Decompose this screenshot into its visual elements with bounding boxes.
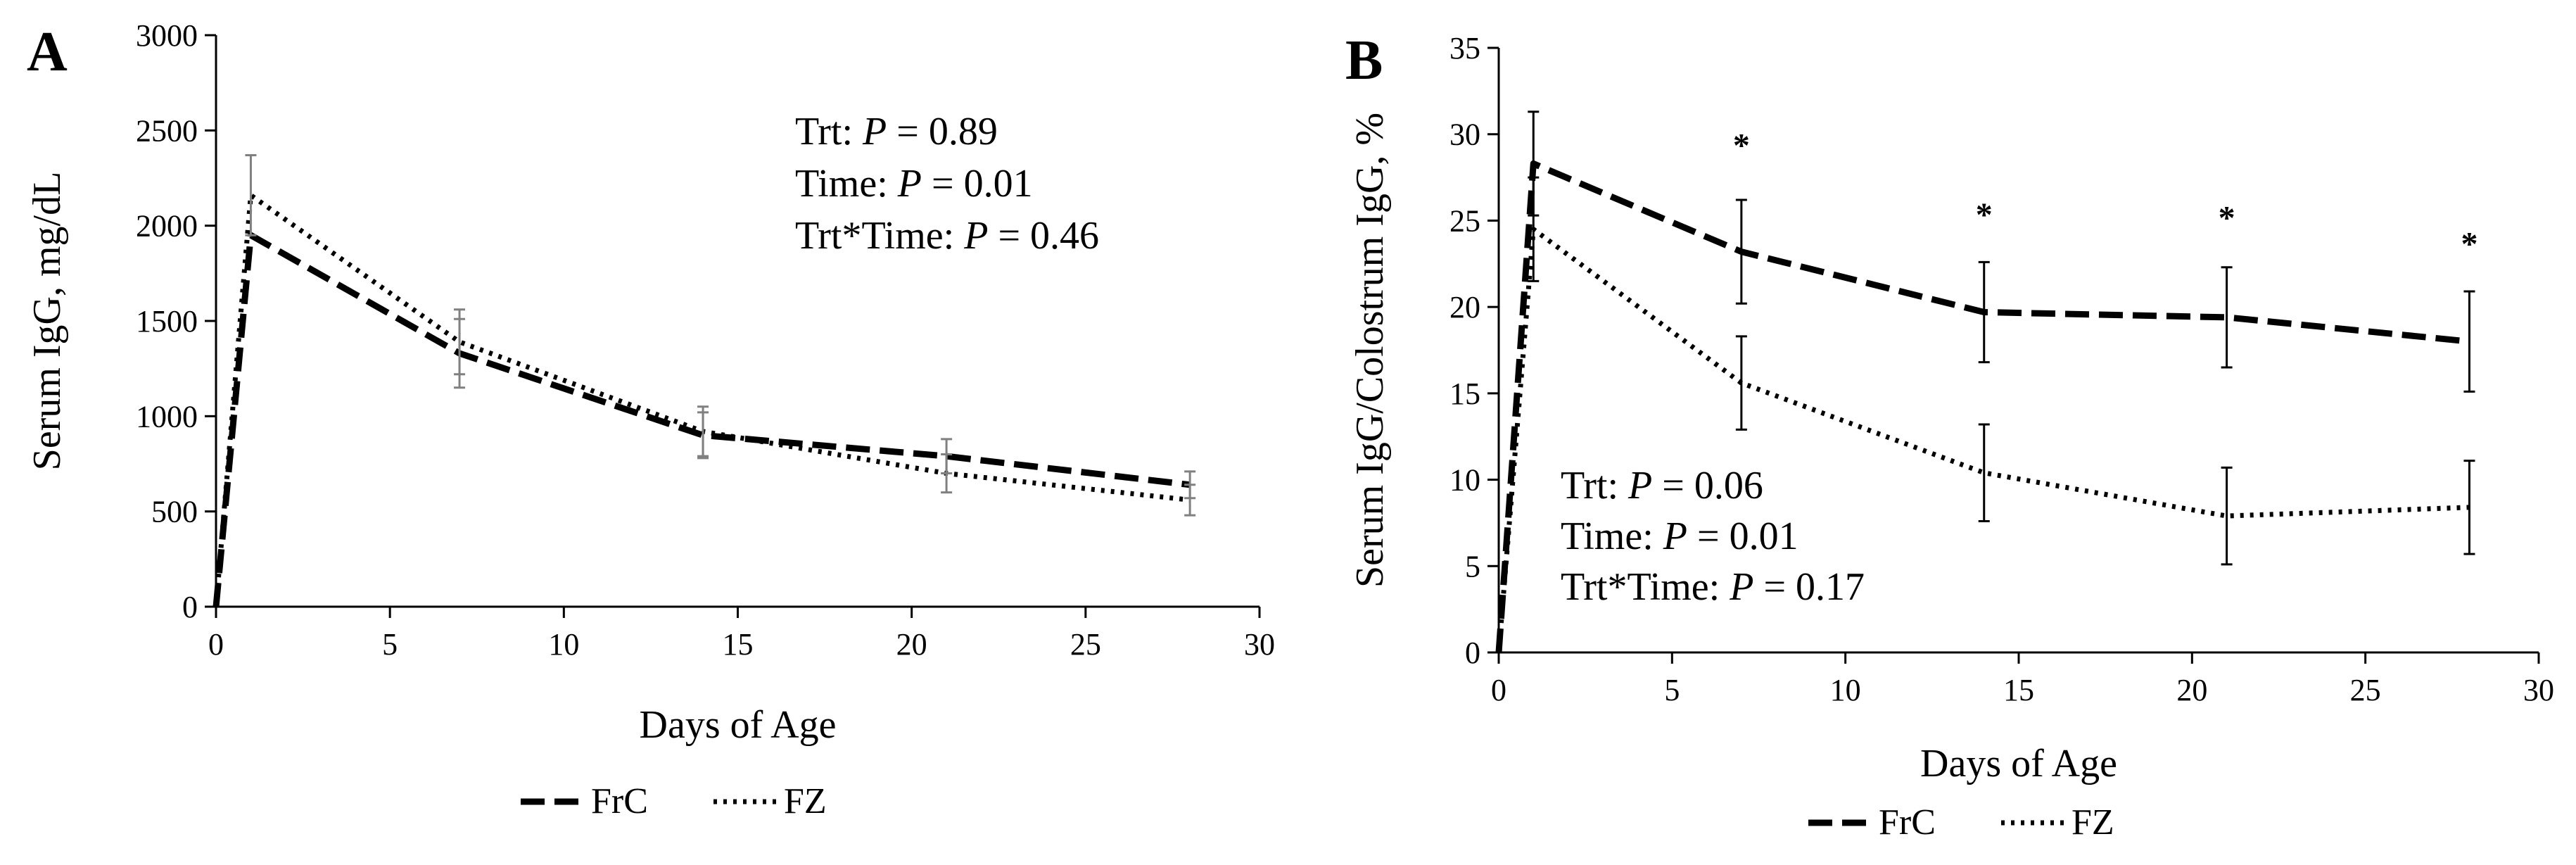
panel-label: A bbox=[27, 21, 68, 83]
significance-marker: * bbox=[1976, 196, 1993, 234]
stat-line: Trt: P = 0.89 bbox=[795, 110, 998, 153]
x-tick-label: 30 bbox=[2523, 673, 2554, 707]
stat-line: Trt*Time: P = 0.17 bbox=[1561, 565, 1865, 609]
y-tick-label: 15 bbox=[1449, 377, 1480, 411]
y-tick-label: 500 bbox=[151, 495, 198, 529]
x-tick-label: 5 bbox=[382, 627, 398, 662]
y-tick-label: 2000 bbox=[136, 209, 198, 244]
y-tick-label: 1000 bbox=[136, 399, 198, 434]
x-tick-label: 10 bbox=[1830, 673, 1861, 707]
y-tick-label: 35 bbox=[1449, 31, 1480, 65]
x-tick-label: 25 bbox=[2350, 673, 2381, 707]
legend-label-frc: FrC bbox=[591, 781, 648, 821]
x-tick-label: 20 bbox=[2176, 673, 2207, 707]
x-tick-label: 30 bbox=[1244, 627, 1275, 662]
y-tick-label: 3000 bbox=[136, 18, 198, 53]
x-axis-title: Days of Age bbox=[1920, 742, 2117, 785]
error-bar-fz bbox=[2463, 460, 2475, 555]
x-tick-label: 10 bbox=[548, 627, 579, 662]
significance-marker: * bbox=[2461, 226, 2477, 263]
x-tick-label: 5 bbox=[1664, 673, 1680, 707]
legend-label-fz: FZ bbox=[2071, 802, 2114, 842]
y-tick-label: 0 bbox=[182, 590, 198, 624]
y-tick-label: 20 bbox=[1449, 290, 1480, 324]
x-tick-label: 15 bbox=[723, 627, 754, 662]
chart-panel-b: B 0 5 10 15 20 25 30 35 0 5 10 15 20 25 30 Days of Age Se… bbox=[1345, 30, 2554, 842]
error-bar-fz bbox=[454, 308, 466, 376]
error-bar-frc bbox=[2221, 266, 2233, 369]
y-tick-label: 30 bbox=[1449, 118, 1480, 152]
error-bar-frc bbox=[1978, 260, 1990, 364]
legend: FrC FZ bbox=[1808, 802, 2114, 842]
error-bar-frc bbox=[1735, 198, 1747, 305]
y-tick-label: 10 bbox=[1449, 463, 1480, 498]
stat-line: Trt: P = 0.06 bbox=[1561, 464, 1763, 507]
stat-line: Time: P = 0.01 bbox=[1561, 514, 1798, 558]
x-axis-title: Days of Age bbox=[640, 703, 837, 747]
legend-label-frc: FrC bbox=[1879, 802, 1936, 842]
significance-marker: * bbox=[1733, 127, 1750, 165]
significance-marker: * bbox=[2219, 200, 2235, 237]
error-bar-fz bbox=[1978, 423, 1990, 522]
x-tick-label: 15 bbox=[2003, 673, 2034, 707]
error-bar-fz bbox=[941, 453, 953, 494]
error-bar-fz bbox=[1735, 335, 1747, 431]
y-tick-label: 25 bbox=[1449, 203, 1480, 238]
legend: FrC FZ bbox=[521, 781, 827, 821]
y-tick-label: 2500 bbox=[136, 113, 198, 148]
x-tick-label: 25 bbox=[1070, 627, 1101, 662]
x-tick-label: 0 bbox=[208, 627, 224, 662]
error-bar-fz bbox=[245, 154, 257, 236]
error-bar-frc bbox=[2463, 290, 2475, 393]
chart-panel-a: A 0 500 1000 1500 2000 2500 3000 0 5 10 15 20 25 30 Day… bbox=[25, 18, 1275, 821]
y-tick-label: 5 bbox=[1465, 549, 1480, 583]
y-tick-label: 1500 bbox=[136, 304, 198, 339]
series-line-frc bbox=[212, 232, 1191, 607]
series-line-frc bbox=[1495, 160, 2470, 653]
legend-label-fz: FZ bbox=[784, 781, 827, 821]
y-tick-label: 0 bbox=[1465, 636, 1480, 670]
error-bar-fz bbox=[697, 405, 709, 457]
stat-line: Time: P = 0.01 bbox=[795, 162, 1033, 206]
error-bar-fz bbox=[2221, 466, 2233, 566]
error-bar-fz bbox=[1184, 484, 1196, 517]
y-axis-title: Serum IgG, mg/dL bbox=[25, 172, 69, 471]
error-bar-fz bbox=[1528, 176, 1540, 282]
x-tick-label: 0 bbox=[1491, 673, 1506, 707]
x-tick-label: 20 bbox=[896, 627, 927, 662]
panel-label: B bbox=[1345, 30, 1383, 91]
y-axis-title: Serum IgG/Colostrum IgG, % bbox=[1348, 113, 1392, 588]
stat-line: Trt*Time: P = 0.46 bbox=[795, 214, 1099, 258]
